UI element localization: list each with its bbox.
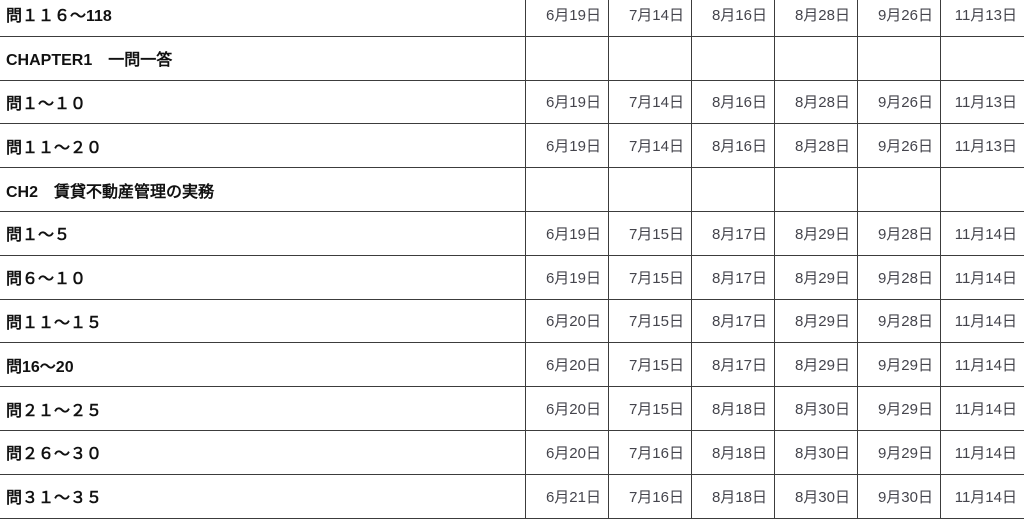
cell-question-range[interactable]: 問１１～１５ [6,314,103,332]
cell-review-date[interactable]: 6月19日 [525,211,608,255]
cell-review-date[interactable]: 6月19日 [525,255,608,299]
cell-question-range[interactable]: 問２１～２５ [6,402,103,420]
cell-review-date[interactable] [857,36,940,80]
cell-review-date[interactable]: 9月26日 [857,0,940,36]
cell-review-date[interactable]: 7月16日 [608,474,691,518]
cell-review-date[interactable]: 6月20日 [525,387,608,430]
cell-review-date[interactable]: 11月14日 [940,299,1024,343]
cell-review-date[interactable]: 8月30日 [774,474,857,518]
cell-review-date[interactable]: 9月28日 [857,211,940,255]
cell-review-date[interactable]: 6月20日 [525,299,608,343]
cell-review-date[interactable]: 9月26日 [857,80,940,124]
cell-question-range[interactable]: CH2 賃貸不動産管理の実務 [6,183,215,201]
cell-review-date[interactable]: 8月17日 [691,343,774,387]
cell-review-date[interactable]: 9月29日 [857,343,940,387]
cell-review-date[interactable]: 8月18日 [691,387,774,430]
cell-review-date[interactable]: 7月14日 [608,0,691,36]
cell-question-range[interactable]: 問16～20 [6,358,74,376]
cell-review-date[interactable]: 7月15日 [608,387,691,430]
cell-review-date[interactable]: 9月28日 [857,299,940,343]
table-row: 問１～１０ 6月19日 7月14日 8月16日 8月28日 9月26日 11月1… [0,80,1024,125]
cell-review-date[interactable]: 6月20日 [525,430,608,474]
cell-review-date[interactable]: 11月14日 [940,211,1024,255]
cell-question-range[interactable]: 問１１６～118 [6,8,112,26]
cell-review-date[interactable] [940,168,1024,211]
cell-review-date[interactable]: 9月29日 [857,430,940,474]
table-row: 問２１～２５ 6月20日 7月15日 8月18日 8月30日 9月29日 11月… [0,387,1024,431]
cell-review-date[interactable]: 11月14日 [940,387,1024,430]
cell-review-date[interactable]: 7月15日 [608,211,691,255]
cell-review-date[interactable] [691,36,774,80]
cell-review-date[interactable]: 7月15日 [608,255,691,299]
cell-review-date[interactable] [608,36,691,80]
cell-review-date[interactable]: 11月13日 [940,124,1024,168]
cell-review-date[interactable]: 11月13日 [940,0,1024,36]
cell-review-date[interactable] [691,168,774,211]
cell-review-date[interactable] [857,168,940,211]
table-row: 問６～１０ 6月19日 7月15日 8月17日 8月29日 9月28日 11月1… [0,255,1024,300]
cell-review-date[interactable]: 8月29日 [774,343,857,387]
table-row: 問１１６～118 6月19日 7月14日 8月16日 8月28日 9月26日 1… [0,0,1024,37]
cell-review-date[interactable] [525,36,608,80]
cell-review-date[interactable]: 9月30日 [857,474,940,518]
cell-review-date[interactable]: 8月30日 [774,430,857,474]
cell-review-date[interactable]: 8月16日 [691,0,774,36]
cell-review-date[interactable] [774,168,857,211]
table-row: 問１１～１５ 6月20日 7月15日 8月17日 8月29日 9月28日 11月… [0,299,1024,344]
table-row-section: CH2 賃貸不動産管理の実務 [0,168,1024,212]
cell-review-date[interactable]: 8月28日 [774,80,857,124]
table-row: 問２６～３０ 6月20日 7月16日 8月18日 8月30日 9月29日 11月… [0,430,1024,475]
cell-review-date[interactable] [608,168,691,211]
cell-review-date[interactable]: 9月29日 [857,387,940,430]
table-row: 問３１～３５ 6月21日 7月16日 8月18日 8月30日 9月30日 11月… [0,474,1024,519]
cell-question-range[interactable]: 問１１～２０ [6,139,103,157]
cell-review-date[interactable]: 7月14日 [608,124,691,168]
cell-review-date[interactable]: 7月14日 [608,80,691,124]
cell-review-date[interactable]: 7月16日 [608,430,691,474]
table-row: 問16～20 6月20日 7月15日 8月17日 8月29日 9月29日 11月… [0,343,1024,388]
cell-review-date[interactable]: 11月14日 [940,474,1024,518]
cell-review-date[interactable] [525,168,608,211]
cell-review-date[interactable]: 8月28日 [774,124,857,168]
cell-review-date[interactable]: 8月18日 [691,430,774,474]
cell-review-date[interactable]: 8月17日 [691,299,774,343]
table-row: 問１～５ 6月19日 7月15日 8月17日 8月29日 9月28日 11月14… [0,211,1024,256]
cell-review-date[interactable]: 9月28日 [857,255,940,299]
cell-review-date[interactable]: 8月16日 [691,124,774,168]
cell-review-date[interactable]: 9月26日 [857,124,940,168]
cell-question-range[interactable]: 問１～５ [6,227,71,245]
cell-question-range[interactable]: 問２６～３０ [6,446,103,464]
cell-question-range[interactable]: 問１～１０ [6,95,87,113]
cell-question-range[interactable]: 問３１～３５ [6,490,103,508]
cell-review-date[interactable]: 11月14日 [940,255,1024,299]
cell-review-date[interactable]: 11月14日 [940,343,1024,387]
cell-review-date[interactable]: 8月17日 [691,211,774,255]
cell-review-date[interactable]: 6月19日 [525,124,608,168]
cell-review-date[interactable]: 11月14日 [940,430,1024,474]
cell-review-date[interactable]: 8月29日 [774,211,857,255]
cell-review-date[interactable]: 6月19日 [525,80,608,124]
table-row-section: CHAPTER1 一問一答 [0,36,1024,81]
cell-review-date[interactable]: 7月15日 [608,299,691,343]
cell-review-date[interactable]: 8月17日 [691,255,774,299]
table-row: 問１１～２０ 6月19日 7月14日 8月16日 8月28日 9月26日 11月… [0,124,1024,169]
cell-review-date[interactable]: 8月16日 [691,80,774,124]
cell-review-date[interactable] [940,36,1024,80]
cell-review-date[interactable]: 8月30日 [774,387,857,430]
cell-question-range[interactable]: CHAPTER1 一問一答 [6,52,173,70]
cell-review-date[interactable]: 7月15日 [608,343,691,387]
cell-review-date[interactable]: 6月21日 [525,474,608,518]
cell-review-date[interactable]: 8月29日 [774,255,857,299]
cell-review-date[interactable]: 8月28日 [774,0,857,36]
cell-review-date[interactable]: 8月18日 [691,474,774,518]
cell-review-date[interactable]: 6月19日 [525,0,608,36]
cell-review-date[interactable] [774,36,857,80]
cell-review-date[interactable]: 8月29日 [774,299,857,343]
cell-review-date[interactable]: 6月20日 [525,343,608,387]
cell-question-range[interactable]: 問６～１０ [6,271,87,289]
cell-review-date[interactable]: 11月13日 [940,80,1024,124]
